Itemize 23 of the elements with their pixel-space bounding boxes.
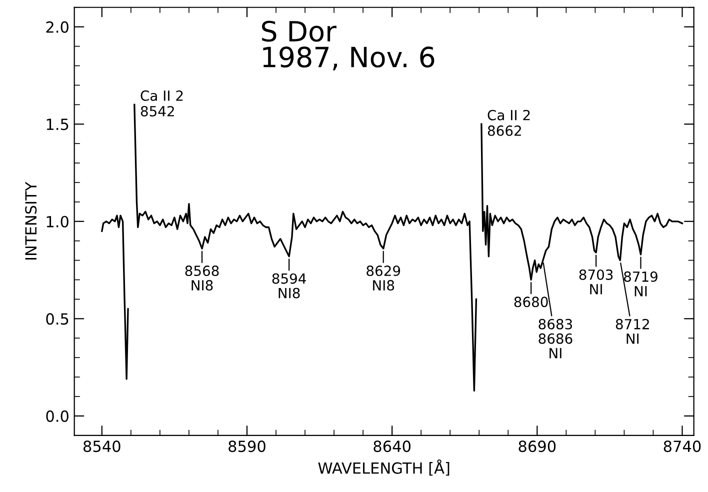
- annotation: 8629 NI8: [366, 266, 400, 291]
- annotation: Ca II 2 8662: [488, 110, 530, 136]
- x-tick-label: 8740: [664, 440, 701, 452]
- x-tick-label: 8640: [374, 440, 410, 452]
- annotation: 8719 NI: [624, 271, 658, 296]
- annotation: 8568 NI8: [185, 266, 219, 291]
- y-tick-label: 0.0: [46, 410, 68, 422]
- annotation: 8594 NI8: [272, 273, 306, 298]
- annotation: 8683 8686 NI: [538, 318, 572, 358]
- annotation: 8680: [514, 296, 548, 308]
- x-tick-label: 8540: [84, 440, 120, 452]
- y-axis-title: INTENSITY: [25, 182, 37, 260]
- annotation: Ca II 2 8542: [140, 90, 183, 116]
- x-tick-label: 8690: [518, 440, 556, 452]
- y-tick-label: 0.5: [46, 313, 68, 325]
- annotation: 8703 NI: [579, 269, 613, 294]
- x-axis-title: WAVELENGTH [Å]: [318, 459, 450, 476]
- y-tick-label: 1.0: [46, 216, 68, 228]
- text: S Dor 1987, Nov. 6: [262, 20, 434, 70]
- x-tick-label: 8590: [228, 440, 266, 452]
- annotation: 8712 NI: [616, 318, 649, 344]
- y-tick-label: 2.0: [46, 21, 68, 33]
- y-tick-label: 1.5: [46, 118, 68, 130]
